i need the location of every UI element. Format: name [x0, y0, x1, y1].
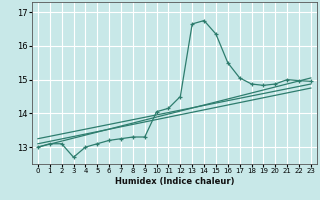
- X-axis label: Humidex (Indice chaleur): Humidex (Indice chaleur): [115, 177, 234, 186]
